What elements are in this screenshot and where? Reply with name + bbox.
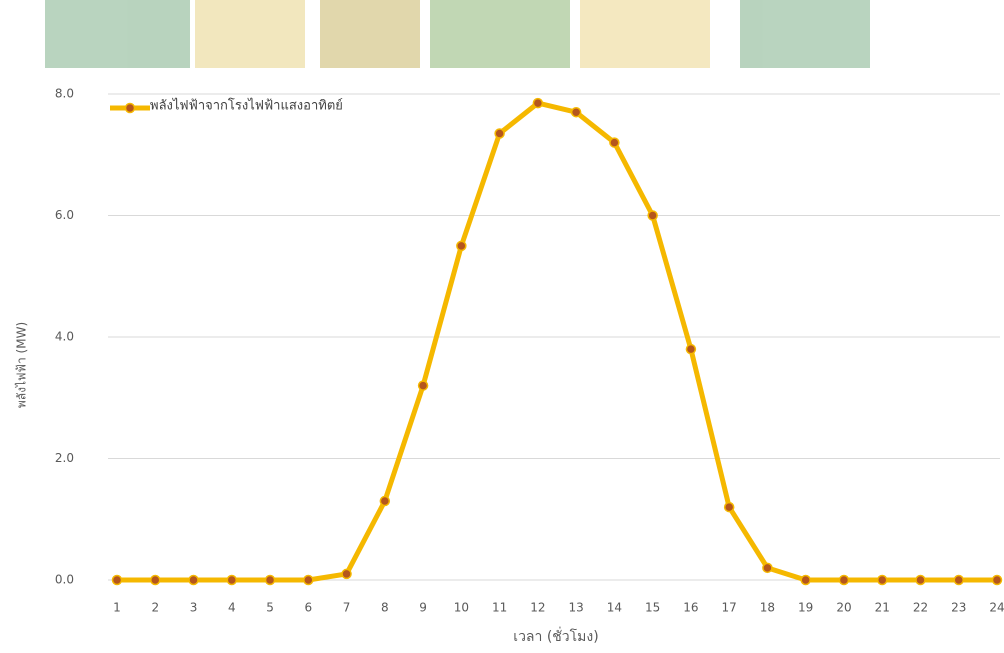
y-tick-label: 0.0 [55,573,74,587]
data-point [150,574,161,586]
data-point [188,574,199,586]
data-point [456,240,467,252]
x-tick-label: 22 [913,601,928,615]
x-tick-label: 19 [798,601,813,615]
x-tick-label: 1 [113,601,121,615]
data-point [800,574,811,586]
x-tick-label: 24 [989,601,1004,615]
data-point [226,574,238,586]
series-line [117,100,997,583]
x-tick-label: 6 [304,601,312,615]
x-axis-title: เวลา (ชั่วโมง) [513,627,598,645]
x-tick-label: 17 [722,601,737,615]
data-point [111,574,123,586]
x-tick-label: 23 [951,601,966,615]
x-tick-label: 21 [875,601,890,615]
x-tick-label: 18 [760,601,775,615]
data-point [303,574,314,586]
x-tick-label: 7 [343,601,351,615]
y-axis-title: พลังไฟฟ้า (MW) [15,322,29,408]
y-tick-label: 8.0 [55,87,74,101]
data-point [570,106,582,118]
data-point [915,574,926,586]
data-point [991,574,1003,586]
x-tick-label: 3 [190,601,198,615]
x-tick-label: 5 [266,601,274,615]
x-tick-label: 12 [530,601,545,615]
x-tick-label: 20 [836,601,851,615]
y-tick-label: 4.0 [55,330,74,344]
legend-label: พลังไฟฟ้าจากโรงไฟฟ้าแสงอาทิตย์ [150,98,343,114]
data-point [609,137,620,148]
legend-marker [124,102,136,114]
x-tick-label: 11 [492,601,507,615]
x-tick-label: 14 [607,601,622,615]
data-point [417,380,429,391]
data-point [723,501,735,513]
data-point [762,562,773,574]
x-tick-label: 2 [151,601,159,615]
data-point [647,210,658,221]
data-point [341,568,352,580]
x-tick-label: 9 [419,601,427,615]
y-tick-label: 6.0 [55,208,74,222]
x-tick-label: 8 [381,601,389,615]
x-tick-label: 15 [645,601,660,615]
x-tick-label: 4 [228,601,236,615]
data-point [379,495,391,507]
data-point [953,574,964,586]
x-tick-label: 13 [568,601,583,615]
data-point [494,128,505,139]
banner-watermark [45,0,870,68]
x-tick-label: 10 [454,601,469,615]
y-tick-label: 2.0 [55,451,74,465]
x-tick-label: 16 [683,601,698,615]
data-point [685,343,697,355]
data-point [264,574,276,586]
data-point [838,574,850,586]
data-point [532,97,544,109]
data-point [876,574,888,586]
